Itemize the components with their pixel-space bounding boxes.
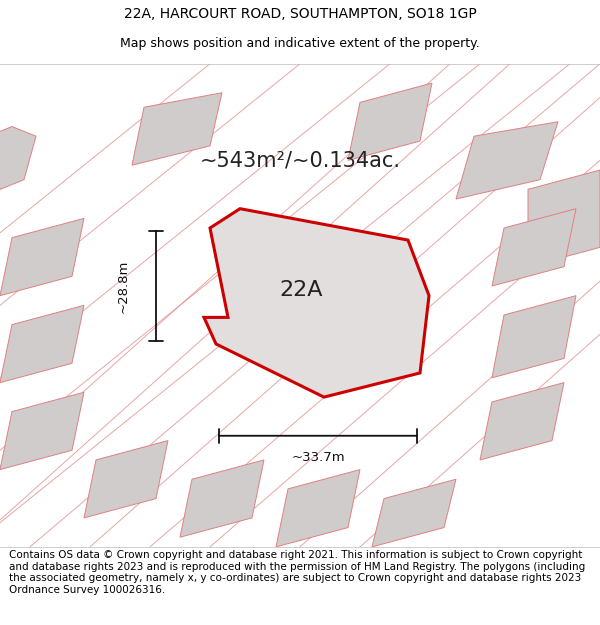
Polygon shape [0, 126, 36, 189]
Polygon shape [0, 392, 84, 469]
Text: Contains OS data © Crown copyright and database right 2021. This information is : Contains OS data © Crown copyright and d… [9, 550, 585, 595]
Polygon shape [180, 460, 264, 538]
Polygon shape [348, 83, 432, 161]
Polygon shape [480, 382, 564, 460]
Polygon shape [84, 441, 168, 518]
Polygon shape [492, 296, 576, 378]
Text: ~28.8m: ~28.8m [116, 259, 130, 312]
Text: 22A, HARCOURT ROAD, SOUTHAMPTON, SO18 1GP: 22A, HARCOURT ROAD, SOUTHAMPTON, SO18 1G… [124, 7, 476, 21]
Polygon shape [492, 209, 576, 286]
Polygon shape [204, 209, 429, 397]
Text: Map shows position and indicative extent of the property.: Map shows position and indicative extent… [120, 37, 480, 50]
Text: ~33.7m: ~33.7m [291, 451, 345, 464]
Polygon shape [528, 170, 600, 267]
Polygon shape [0, 305, 84, 382]
Polygon shape [372, 479, 456, 547]
Text: 22A: 22A [279, 280, 323, 300]
Polygon shape [276, 469, 360, 547]
Polygon shape [456, 122, 558, 199]
Polygon shape [0, 218, 84, 296]
Polygon shape [132, 92, 222, 165]
Text: ~543m²/~0.134ac.: ~543m²/~0.134ac. [199, 151, 401, 171]
